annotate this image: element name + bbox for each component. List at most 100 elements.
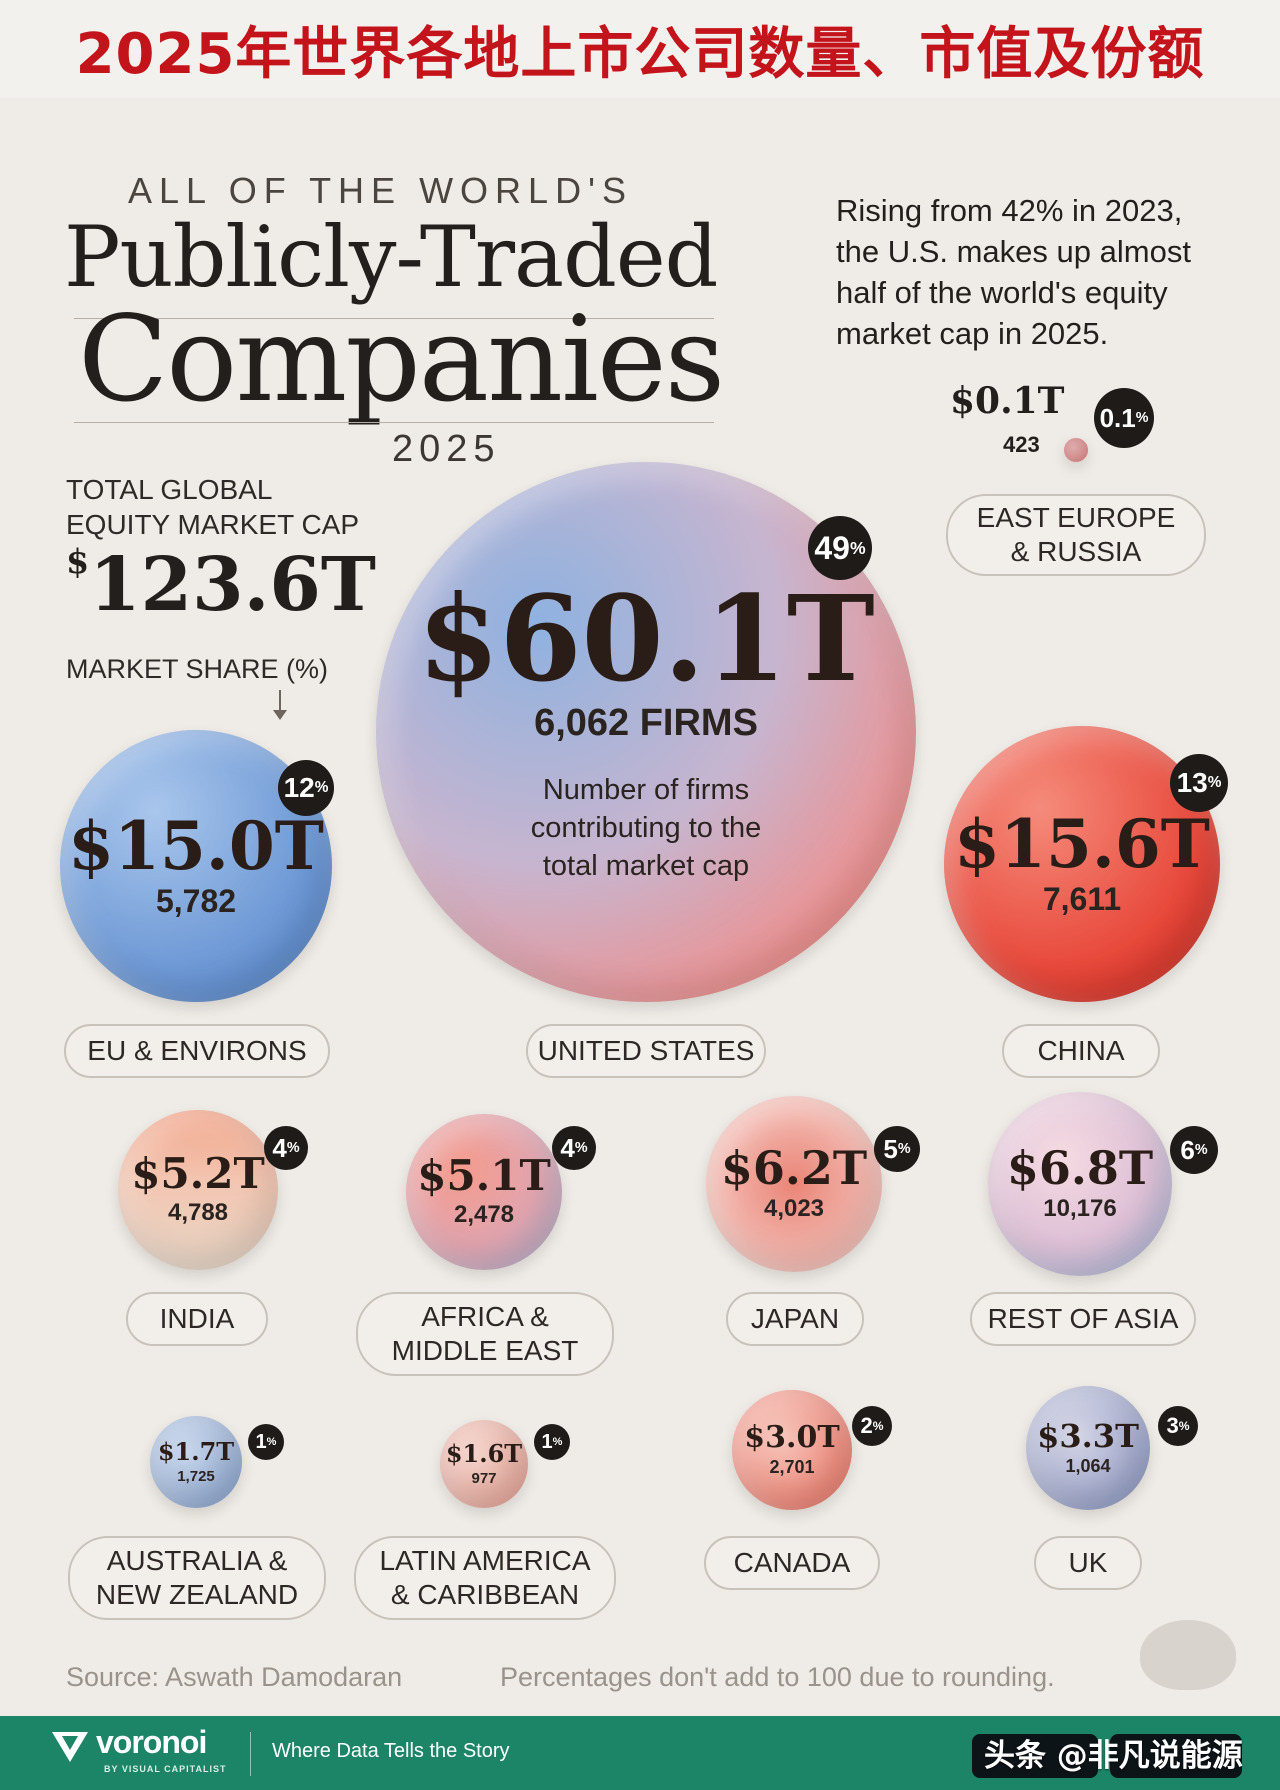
region-firms-uk: 1,064 <box>1065 1455 1111 1476</box>
percent-sign: % <box>574 1140 588 1156</box>
voronoi-logo-icon <box>52 1732 88 1762</box>
title-rule-top <box>74 318 714 319</box>
share-badge-china: 13% <box>1170 754 1228 812</box>
us-growth-note: Rising from 42% in 2023, the U.S. makes … <box>836 193 1191 351</box>
region-label-china: CHINA <box>1002 1024 1160 1078</box>
infographic-year: 2025 <box>392 428 501 470</box>
total-market-cap-label: TOTAL GLOBAL EQUITY MARKET CAP <box>66 472 359 542</box>
region-value-uk: $3.3T <box>1037 1416 1139 1455</box>
region-value-africa-middle-east: $5.1T <box>417 1151 551 1200</box>
region-label-japan: JAPAN <box>726 1292 864 1346</box>
percent-sign: % <box>1135 410 1149 426</box>
share-badge-rest-of-asia: 6% <box>1170 1126 1218 1174</box>
region-bubble-australia-new-zealand: $1.7T 1,725 <box>150 1416 242 1508</box>
share-badge-canada: 2% <box>852 1406 892 1446</box>
total-label-line1: TOTAL GLOBAL <box>66 474 273 505</box>
region-value-india: $5.2T <box>131 1149 265 1198</box>
percent-sign: % <box>897 1141 911 1157</box>
region-bubble-united-states: $60.1T 6,062 FIRMS Number of firms contrib… <box>376 462 916 1002</box>
footer-tagline: Where Data Tells the Story <box>272 1740 510 1762</box>
region-value-china: $15.6T <box>954 804 1210 883</box>
share-badge-uk: 3% <box>1158 1406 1198 1446</box>
region-label-united-states: UNITED STATES <box>526 1024 766 1078</box>
total-currency: $ <box>66 542 90 581</box>
region-label-east-europe-russia: EAST EUROPE & RUSSIA <box>946 494 1206 576</box>
region-value-eu-environs: $15.0T <box>68 806 324 885</box>
region-label-australia-new-zealand: AUSTRALIA & NEW ZEALAND <box>68 1536 326 1620</box>
region-label-rest-of-asia: REST OF ASIA <box>970 1292 1196 1346</box>
percent-sign: % <box>552 1436 563 1448</box>
region-firms-australia-new-zealand: 1,725 <box>177 1467 215 1485</box>
region-bubble-east-europe-russia <box>1064 438 1088 462</box>
market-share-arrow <box>279 690 281 716</box>
region-value-japan: $6.2T <box>720 1141 868 1195</box>
infographic-kicker: ALL OF THE WORLD'S <box>128 170 633 211</box>
google-play-badge[interactable] <box>1110 1734 1242 1778</box>
region-label-eu-environs: EU & ENVIRONS <box>64 1024 330 1078</box>
share-badge-east-europe-russia: 0.1% <box>1094 388 1154 448</box>
region-bubble-eu-environs: $15.0T 5,782 <box>60 730 332 1002</box>
infographic-title-line2: Companies <box>78 290 725 428</box>
top-title-bar: 2025年世界各地上市公司数量、市值及份额 <box>0 0 1280 98</box>
footer-brand: voronoi <box>96 1724 207 1760</box>
region-value-east-europe-russia: $0.1T <box>950 380 1065 422</box>
region-bubble-japan: $6.2T 4,023 <box>706 1096 882 1272</box>
share-badge-africa-middle-east: 4% <box>552 1126 596 1170</box>
percent-sign: % <box>1178 1419 1190 1433</box>
market-share-arrowhead <box>273 710 287 720</box>
share-badge-united-states: 49% <box>808 516 872 580</box>
region-value-canada: $3.0T <box>744 1419 840 1455</box>
region-label-latin-america-caribbean: LATIN AMERICA & CARIBBEAN <box>354 1536 616 1620</box>
region-firms-east-europe-russia: 423 <box>1003 432 1040 457</box>
page-title: 2025年世界各地上市公司数量、市值及份额 <box>75 21 1205 87</box>
percent-sign: % <box>266 1436 277 1448</box>
region-firms-india: 4,788 <box>167 1199 229 1226</box>
percent-sign: % <box>1207 774 1222 791</box>
region-bubble-rest-of-asia: $6.8T 10,176 <box>988 1092 1172 1276</box>
footer-brand-sub: BY VISUAL CAPITALIST <box>104 1764 227 1774</box>
region-firms-africa-middle-east: 2,478 <box>453 1201 515 1228</box>
region-bubble-uk: $3.3T 1,064 <box>1026 1386 1150 1510</box>
total-value-number: 123.6T <box>89 542 376 628</box>
title-rule-bottom <box>74 422 714 423</box>
share-badge-india: 4% <box>264 1126 308 1170</box>
region-bubble-india: $5.2T 4,788 <box>118 1110 278 1270</box>
region-value-united-states: $60.1T <box>417 568 875 708</box>
source-note: Source: Aswath Damodaran <box>66 1662 403 1692</box>
region-firms-canada: 2,701 <box>769 1456 815 1477</box>
region-label-india: INDIA <box>126 1292 268 1346</box>
region-bubble-latin-america-caribbean: $1.6T 977 <box>440 1420 528 1508</box>
total-market-cap-value: $123.6T <box>66 542 376 628</box>
region-label-africa-middle-east: AFRICA & MIDDLE EAST <box>356 1292 614 1376</box>
rounding-note: Percentages don't add to 100 due to roun… <box>500 1662 1055 1692</box>
region-bubble-canada: $3.0T 2,701 <box>732 1390 852 1510</box>
region-firms-latin-america-caribbean: 977 <box>471 1469 497 1487</box>
region-label-uk: UK <box>1034 1536 1142 1590</box>
total-label-line2: EQUITY MARKET CAP <box>66 509 360 540</box>
region-bubble-africa-middle-east: $5.1T 2,478 <box>406 1114 562 1270</box>
visual-capitalist-mark-icon <box>1140 1620 1236 1690</box>
market-share-label: MARKET SHARE (%) <box>66 654 329 684</box>
share-badge-australia-new-zealand: 1% <box>248 1424 284 1460</box>
percent-sign: % <box>849 537 866 558</box>
region-firms-eu-environs: 5,782 <box>155 882 237 919</box>
watermark: 头条 @非凡说能源 <box>984 1738 1243 1774</box>
percent-sign: % <box>872 1419 884 1433</box>
region-firms-china: 7,611 <box>1042 880 1122 917</box>
share-badge-eu-environs: 12% <box>278 760 334 816</box>
region-firms-united-states: 6,062 FIRMS <box>534 701 758 744</box>
region-label-canada: CANADA <box>704 1536 880 1590</box>
region-value-australia-new-zealand: $1.7T <box>157 1436 235 1466</box>
app-store-badge[interactable] <box>972 1734 1098 1778</box>
percent-sign: % <box>1194 1142 1208 1158</box>
percent-sign: % <box>314 779 329 796</box>
percent-sign: % <box>286 1140 300 1156</box>
footer-divider <box>250 1732 251 1776</box>
region-value-rest-of-asia: $6.8T <box>1006 1141 1154 1195</box>
share-badge-japan: 5% <box>874 1126 920 1172</box>
region-value-latin-america-caribbean: $1.6T <box>445 1438 523 1468</box>
us-firms-explainer: Number of firms contributing to the tota… <box>530 773 762 882</box>
infographic-title-line1: Publicly-Traded <box>64 208 718 306</box>
region-firms-rest-of-asia: 10,176 <box>1043 1195 1117 1222</box>
share-badge-latin-america-caribbean: 1% <box>534 1424 570 1460</box>
